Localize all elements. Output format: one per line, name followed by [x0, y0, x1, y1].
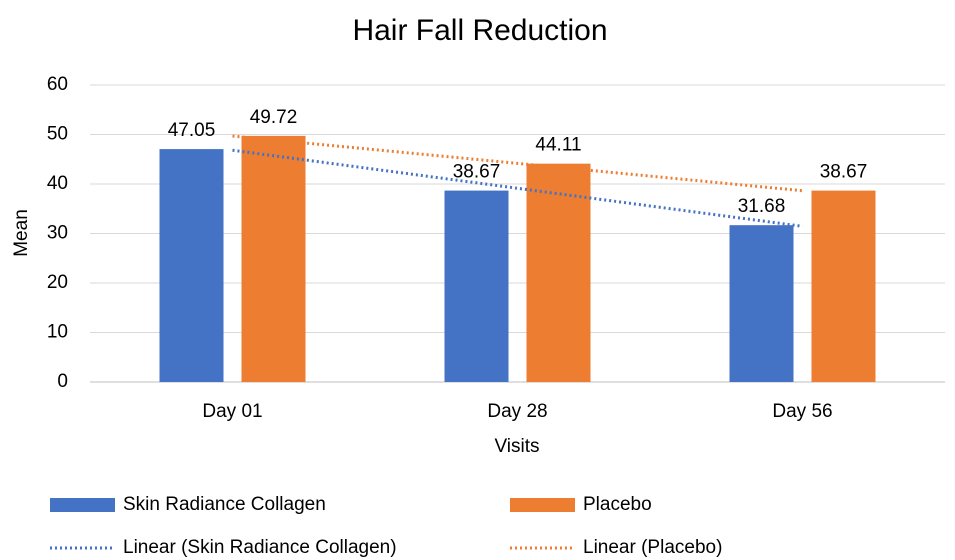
bar: [159, 149, 224, 382]
y-tick-label: 40: [47, 173, 68, 194]
legend-label: Linear (Skin Radiance Collagen): [123, 537, 397, 558]
y-tick-label: 0: [57, 371, 68, 392]
legend-label: Placebo: [583, 494, 652, 515]
data-label: 44.11: [535, 135, 581, 156]
legend-label: Linear (Placebo): [583, 537, 722, 558]
data-label: 47.05: [168, 120, 216, 141]
data-label: 38.67: [453, 162, 501, 183]
y-tick-label: 20: [47, 272, 68, 293]
y-tick-label: 30: [47, 223, 68, 244]
data-label: 38.67: [820, 162, 868, 183]
x-tick-label: Day 28: [487, 401, 547, 422]
trendline: [232, 134, 803, 193]
data-label: 31.68: [738, 196, 786, 217]
bar: [526, 163, 591, 382]
x-tick-label: Day 56: [772, 401, 832, 422]
y-tick-label: 10: [47, 322, 68, 343]
x-axis-label: Visits: [494, 436, 539, 457]
y-tick-label: 50: [47, 124, 68, 145]
y-axis-label: Mean: [11, 209, 32, 257]
y-tick-label: 60: [47, 74, 68, 95]
bar: [811, 190, 876, 382]
legend-label: Skin Radiance Collagen: [123, 494, 326, 515]
bar: [444, 190, 509, 382]
bar: [729, 225, 794, 382]
x-tick-label: Day 01: [202, 401, 262, 422]
data-label: 49.72: [250, 107, 298, 128]
legend-swatch: [50, 498, 115, 512]
chart-title: Hair Fall Reduction: [352, 14, 607, 47]
bar: [241, 135, 306, 382]
trendline: [232, 148, 803, 228]
legend-swatch: [510, 498, 575, 512]
